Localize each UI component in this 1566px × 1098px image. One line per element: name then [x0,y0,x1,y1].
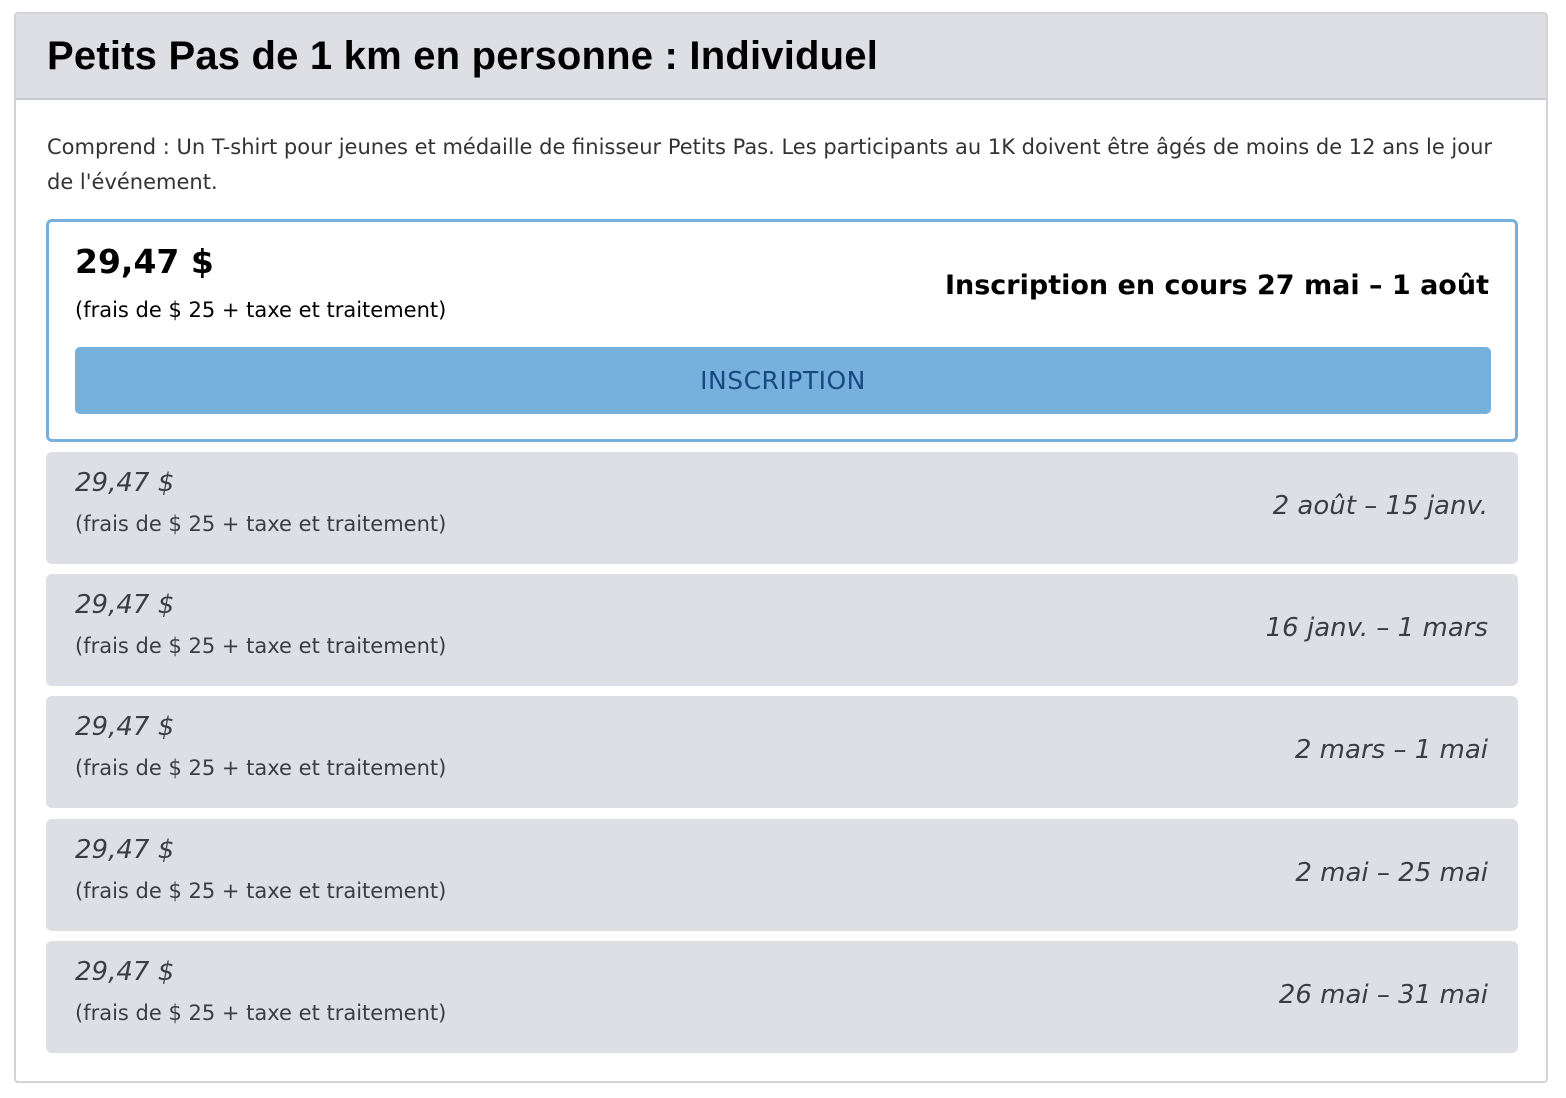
tier-dates: 2 août – 15 janv. [1272,491,1488,521]
registration-card: Petits Pas de 1 km en personne : Individ… [14,12,1548,1083]
tier-dates: 16 janv. – 1 mars [1265,613,1488,643]
tier-price: 29,47 $ [75,242,214,281]
tier-dates: 26 mai – 31 mai [1278,980,1488,1010]
price-tier: 29,47 $ (frais de $ 25 + taxe et traitem… [46,941,1518,1053]
tier-dates: 2 mars – 1 mai [1294,735,1488,765]
tier-dates: 2 mai – 25 mai [1295,858,1488,888]
tier-fee: (frais de $ 25 + taxe et traitement) [75,879,447,903]
event-description: Comprend : Un T-shirt pour jeunes et méd… [47,135,1493,194]
tier-price: 29,47 $ [75,468,175,498]
tier-price: 29,47 $ [75,590,175,620]
tier-fee: (frais de $ 25 + taxe et traitement) [75,1001,447,1025]
price-tier: 29,47 $ (frais de $ 25 + taxe et traitem… [46,452,1518,564]
price-tier: 29,47 $ (frais de $ 25 + taxe et traitem… [46,696,1518,808]
tier-fee: (frais de $ 25 + taxe et traitement) [75,298,447,322]
tier-price: 29,47 $ [75,957,175,987]
tier-fee: (frais de $ 25 + taxe et traitement) [75,756,447,780]
register-button[interactable]: INSCRIPTION [75,347,1491,414]
price-tier: 29,47 $ (frais de $ 25 + taxe et traitem… [46,819,1518,931]
tier-price: 29,47 $ [75,712,175,742]
registration-status: Inscription en cours 27 mai – 1 août [944,270,1489,301]
card-header: Petits Pas de 1 km en personne : Individ… [16,14,1546,100]
tier-price: 29,47 $ [75,835,175,865]
price-tier: 29,47 $ (frais de $ 25 + taxe et traitem… [46,574,1518,686]
active-price-tier: 29,47 $ (frais de $ 25 + taxe et traitem… [46,219,1518,442]
tier-fee: (frais de $ 25 + taxe et traitement) [75,634,447,658]
tier-fee: (frais de $ 25 + taxe et traitement) [75,512,447,536]
event-title: Petits Pas de 1 km en personne : Individ… [47,33,879,78]
